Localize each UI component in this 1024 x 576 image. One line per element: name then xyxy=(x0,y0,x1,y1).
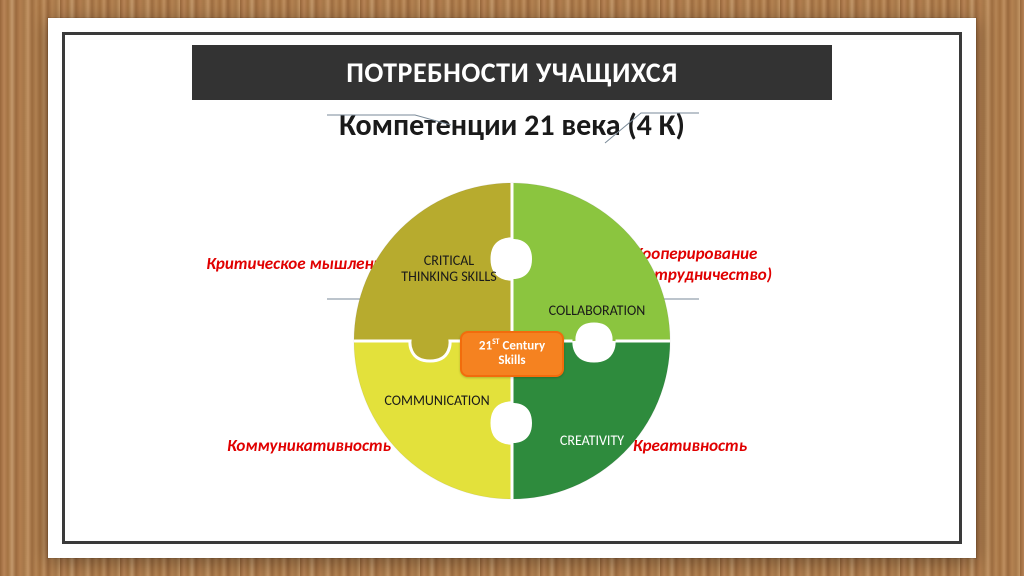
puzzle-diagram: CRITICAL THINKING SKILLS COLLABORATION C… xyxy=(352,181,672,501)
label-critical-l2: THINKING SKILLS xyxy=(401,268,496,285)
label-critical: CRITICAL THINKING SKILLS xyxy=(374,253,524,285)
center-badge: 21ST CenturySkills xyxy=(460,331,564,377)
inner-border: ПОТРЕБНОСТИ УЧАЩИХСЯ Компетенции 21 века… xyxy=(62,32,962,544)
label-communication: COMMUNICATION xyxy=(362,393,512,409)
center-badge-text: 21ST CenturySkills xyxy=(479,339,545,369)
slide-frame: ПОТРЕБНОСТИ УЧАЩИХСЯ Компетенции 21 века… xyxy=(48,18,976,558)
label-critical-l1: CRITICAL xyxy=(424,252,474,269)
label-creativity: CREATIVITY xyxy=(522,433,662,449)
label-collaboration: COLLABORATION xyxy=(534,303,660,319)
